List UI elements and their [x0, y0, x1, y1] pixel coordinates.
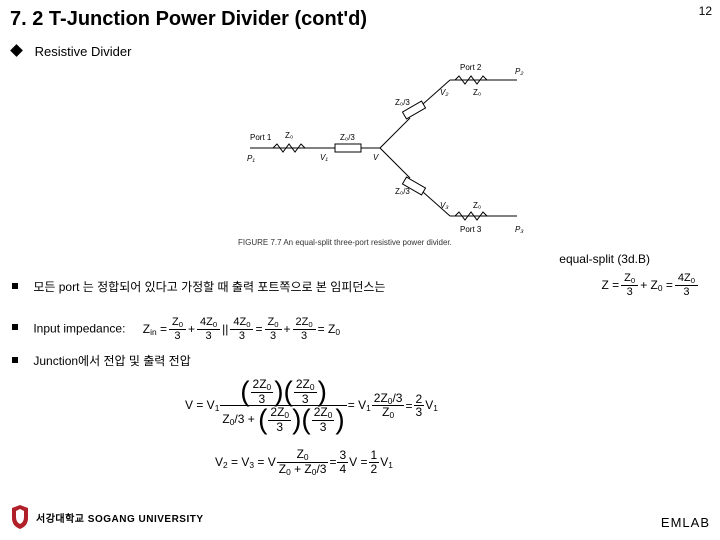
svg-text:P₁: P₁ — [247, 154, 255, 163]
subheading-row: Resistive Divider — [12, 44, 131, 59]
page-title: 7. 2 T-Junction Power Divider (cont'd) — [10, 8, 367, 31]
svg-text:V₁: V₁ — [320, 153, 328, 162]
equation-v: V = V1 (2Z03)(2Z03)Z0/3 + (2Z03)(2Z03) =… — [185, 378, 438, 434]
svg-text:Z₀/3: Z₀/3 — [340, 133, 355, 142]
svg-text:P₃: P₃ — [515, 225, 524, 234]
port1-label: Port 1 — [250, 133, 272, 142]
bullet-row-2: Input impedance: Zin = Z03 + 4Z03 || 4Z0… — [12, 316, 340, 343]
svg-text:Z₀: Z₀ — [285, 131, 293, 140]
svg-text:Z₀/3: Z₀/3 — [395, 187, 410, 196]
svg-text:Z₀: Z₀ — [473, 88, 481, 97]
shield-icon — [10, 504, 30, 530]
square-bullet — [12, 357, 18, 363]
svg-text:V₃: V₃ — [440, 201, 449, 210]
bullet2-equation: Zin = Z03 + 4Z03 || 4Z03 = Z03 + 2Z03 = … — [143, 321, 340, 335]
equation-v2: V2 = V3 = V Z0Z0 + Z0/3 = 34 V = 12 V1 — [215, 448, 393, 477]
equal-split-label: equal-split (3d.B) — [559, 252, 650, 266]
bullet3-text: Junction에서 전압 및 출력 전압 — [33, 354, 190, 368]
page-number: 12 — [699, 4, 712, 18]
figure-caption: FIGURE 7.7 An equal-split three-port res… — [238, 238, 452, 247]
subheading: Resistive Divider — [35, 44, 132, 59]
diamond-bullet — [10, 44, 23, 57]
svg-text:Port 2: Port 2 — [460, 63, 482, 72]
svg-text:Port 3: Port 3 — [460, 225, 482, 234]
bullet-row-3: Junction에서 전압 및 출력 전압 — [12, 352, 191, 371]
svg-text:Z₀/3: Z₀/3 — [395, 98, 410, 107]
bullet2-text: Input impedance: — [33, 321, 125, 335]
svg-text:V: V — [373, 153, 379, 162]
bullet-row-1: 모든 port 는 정합되어 있다고 가정할 때 출력 포트쪽으로 본 임피던스… — [12, 278, 710, 297]
university-name: 서강대학교 SOGANG UNIVERSITY — [36, 510, 204, 525]
svg-text:P₂: P₂ — [515, 67, 523, 76]
lab-label: EMLAB — [661, 515, 710, 530]
svg-text:V₂: V₂ — [440, 88, 448, 97]
square-bullet — [12, 324, 18, 330]
university-logo: 서강대학교 SOGANG UNIVERSITY — [10, 504, 204, 530]
svg-text:Z₀: Z₀ — [473, 201, 481, 210]
circuit-diagram: Port 1 P₁ Z₀ Z₀/3 Z₀/3 Z₀/3 Port 2 P₂ Z₀… — [245, 60, 525, 235]
bullet1-equation: Z = Z03 + Z0 = 4Z03 — [602, 272, 701, 299]
bullet1-text: 모든 port 는 정합되어 있다고 가정할 때 출력 포트쪽으로 본 임피던스… — [33, 280, 385, 294]
square-bullet — [12, 283, 18, 289]
